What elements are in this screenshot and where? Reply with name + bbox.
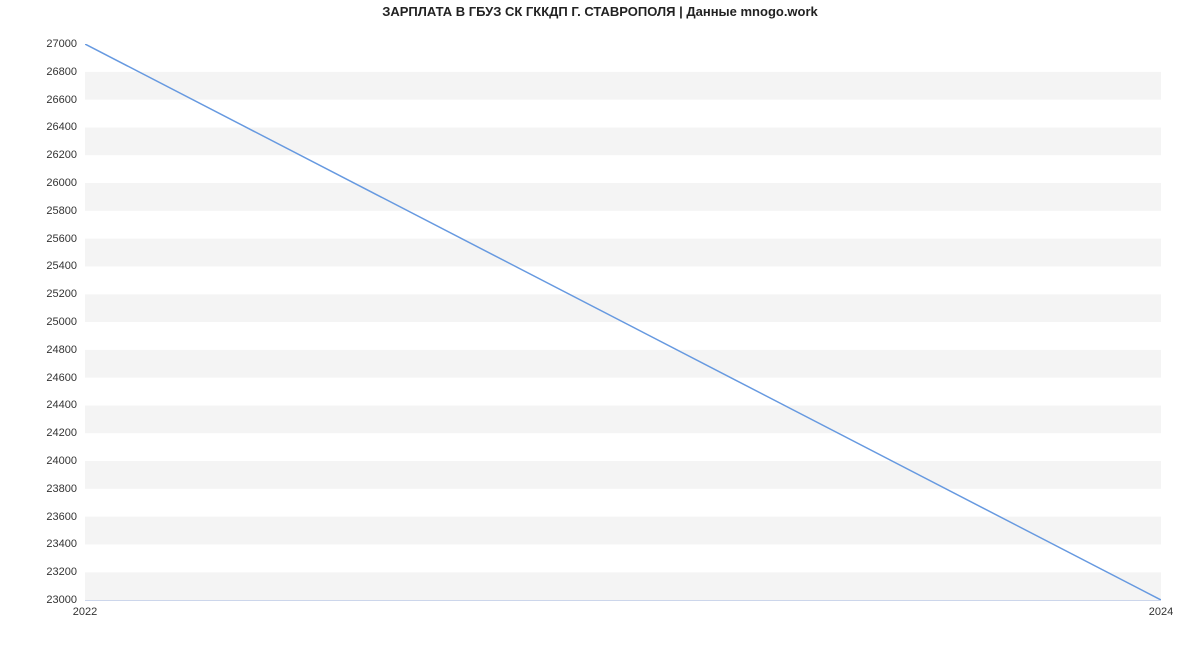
y-tick-label: 26200: [0, 149, 77, 161]
y-tick-label: 25800: [0, 205, 77, 217]
y-tick-label: 26600: [0, 94, 77, 106]
x-tick-label: 2024: [1149, 606, 1173, 618]
y-tick-label: 24400: [0, 399, 77, 411]
y-tick-label: 23800: [0, 483, 77, 495]
y-tick-label: 25400: [0, 260, 77, 272]
y-tick-label: 24800: [0, 344, 77, 356]
y-tick-label: 25600: [0, 233, 77, 245]
y-tick-label: 24600: [0, 372, 77, 384]
y-tick-label: 23600: [0, 511, 77, 523]
y-tick-label: 24200: [0, 427, 77, 439]
plot-area: [85, 44, 1161, 600]
y-tick-label: 25200: [0, 288, 77, 300]
chart-container: ЗАРПЛАТА В ГБУЗ СК ГККДП Г. СТАВРОПОЛЯ |…: [0, 0, 1200, 650]
y-tick-label: 25000: [0, 316, 77, 328]
y-tick-label: 26400: [0, 121, 77, 133]
y-tick-label: 27000: [0, 38, 77, 50]
y-tick-label: 26800: [0, 66, 77, 78]
y-tick-label: 24000: [0, 455, 77, 467]
y-tick-label: 23200: [0, 566, 77, 578]
x-tick-label: 2022: [73, 606, 97, 618]
y-tick-label: 23000: [0, 594, 77, 606]
y-tick-label: 26000: [0, 177, 77, 189]
chart-title: ЗАРПЛАТА В ГБУЗ СК ГККДП Г. СТАВРОПОЛЯ |…: [0, 4, 1200, 19]
y-tick-label: 23400: [0, 538, 77, 550]
